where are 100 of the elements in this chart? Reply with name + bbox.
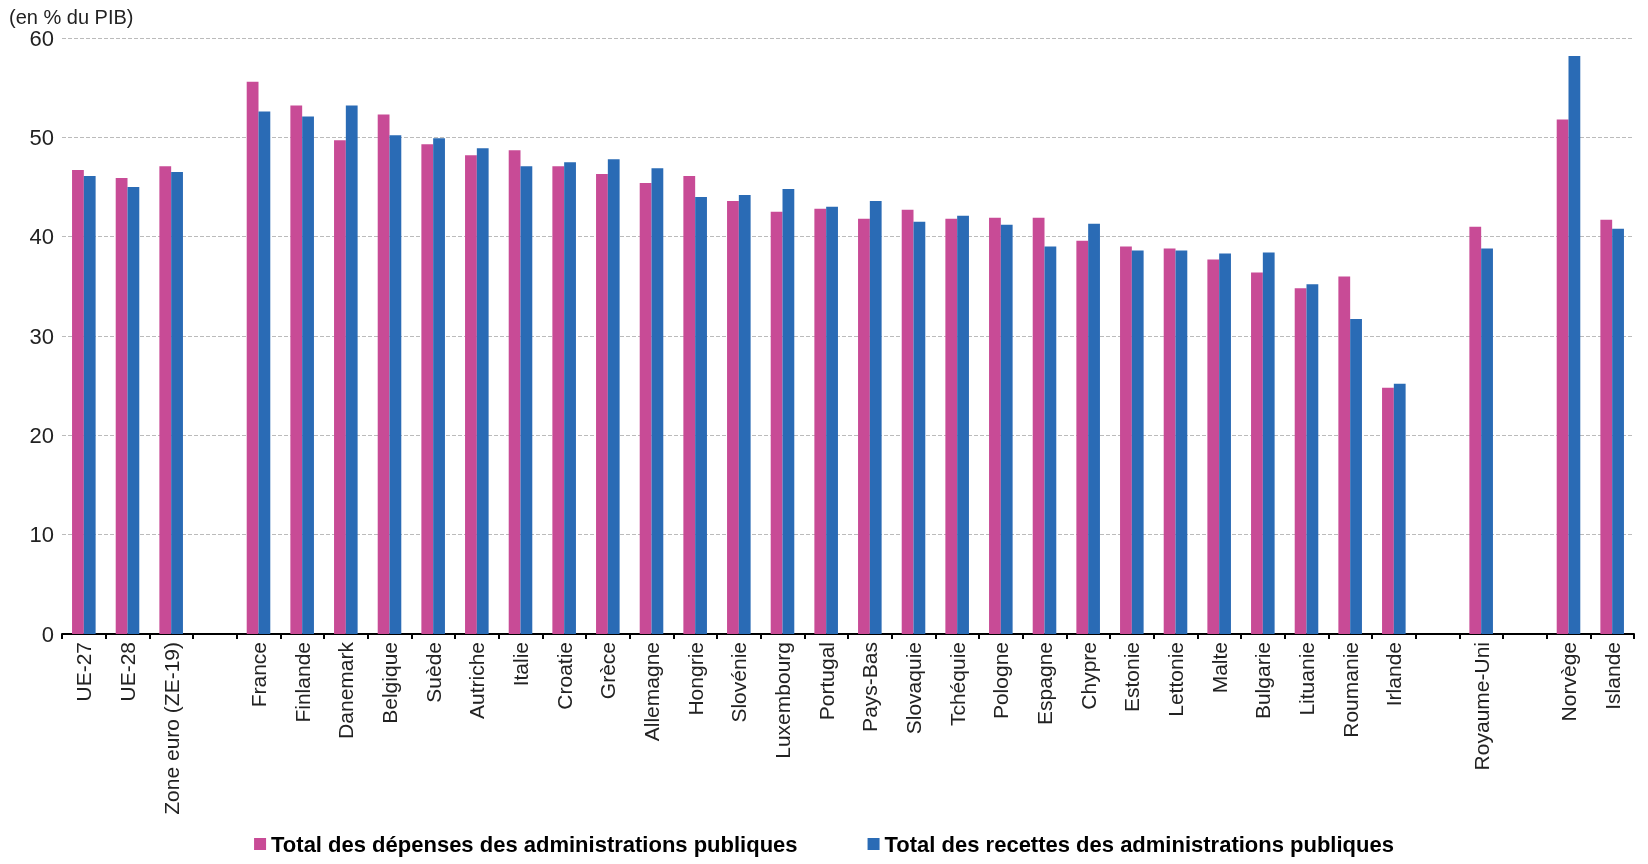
bar: [83, 176, 96, 634]
bar: [1350, 319, 1362, 634]
bar: [1251, 272, 1263, 634]
bar: [1469, 226, 1482, 634]
y-tick-label: 40: [29, 224, 54, 250]
bar: [246, 81, 259, 634]
x-tick-label: Portugal: [814, 642, 838, 721]
x-tick-label: Suède: [421, 642, 445, 703]
bar: [389, 135, 402, 634]
bar: [334, 140, 346, 634]
bar: [1382, 387, 1394, 634]
legend-label: Total des dépenses des administrations publiques: [271, 831, 798, 857]
x-tick-label: Slovénie: [727, 642, 751, 723]
bar: [465, 155, 477, 634]
x-tick-label: Lettonie: [1164, 642, 1187, 717]
bar: [989, 217, 1001, 634]
x-tick-label: Norvège: [1557, 642, 1580, 722]
y-axis-title: (en % du PIB): [9, 6, 134, 28]
bar: [171, 172, 183, 634]
x-tick-label: UE-28: [116, 642, 139, 702]
bar: [159, 166, 172, 634]
bar: [858, 218, 870, 634]
bar: [1481, 248, 1493, 634]
bar: [258, 111, 271, 634]
bar: [290, 105, 303, 634]
x-tick-label: Belgique: [378, 642, 401, 724]
bar: [433, 138, 445, 634]
x-tick-label: Croatie: [552, 642, 576, 710]
x-tick-label: Islande: [1600, 642, 1624, 710]
bar: [476, 148, 489, 634]
legend-label: Total des recettes des administrations publiques: [884, 831, 1394, 857]
bar: [1219, 253, 1231, 634]
x-tick-label: France: [247, 642, 270, 708]
x-tick-label: Luxembourg: [771, 642, 794, 759]
bar: [72, 170, 84, 634]
x-tick-label: Roumanie: [1338, 642, 1362, 738]
bar: [1262, 252, 1275, 634]
x-tick-label: Hongrie: [683, 642, 707, 716]
x-tick-label: Malte: [1207, 642, 1231, 694]
bar: [651, 168, 664, 634]
bar: [127, 187, 140, 634]
bar: [814, 208, 827, 634]
bar: [1556, 119, 1569, 634]
x-tick-label: Irlande: [1382, 642, 1406, 707]
x-tick-label: Tchéquie: [945, 642, 969, 727]
bar: [1306, 284, 1319, 634]
bar: [683, 176, 696, 634]
bar: [1044, 246, 1057, 634]
x-tick-label: Autriche: [465, 642, 489, 720]
x-tick-label: Estonie: [1120, 642, 1144, 713]
bar: [1000, 224, 1013, 634]
x-tick-label: Espagne: [1033, 642, 1056, 725]
bar: [695, 196, 707, 634]
x-tick-label: Pologne: [989, 642, 1013, 720]
bar: [115, 178, 128, 634]
bar: [607, 159, 620, 634]
bar: [596, 174, 608, 634]
x-tick-label: Lituanie: [1295, 642, 1318, 716]
y-tick-label: 60: [29, 25, 54, 51]
x-tick-label: Chypre: [1076, 642, 1100, 710]
bar: [1175, 250, 1188, 634]
x-tick-label: Slovaquie: [902, 642, 925, 735]
bar: [945, 218, 958, 634]
bar: [1568, 55, 1581, 634]
bar: [869, 200, 882, 634]
x-tick-label: Allemagne: [640, 642, 663, 742]
bar: [377, 114, 390, 634]
bar: [826, 206, 838, 634]
y-tick-label: 10: [29, 522, 54, 548]
bar: [1120, 246, 1132, 634]
bar: [302, 116, 314, 634]
bar: [1600, 219, 1613, 634]
y-tick-label: 0: [41, 621, 54, 647]
bar: [1131, 250, 1144, 634]
x-tick-label: UE-27: [72, 642, 96, 702]
y-tick-label: 50: [29, 124, 54, 150]
bar: [770, 211, 783, 634]
x-tick-label: Pays-Bas: [858, 642, 882, 732]
bar: [1393, 383, 1406, 634]
bar: [1612, 228, 1624, 634]
bar: [552, 166, 565, 634]
bar: [1294, 288, 1307, 634]
bar: [1088, 223, 1100, 634]
bar: [508, 150, 521, 634]
x-tick-label: Italie: [509, 642, 532, 687]
bar: [727, 200, 739, 634]
bar: [782, 188, 795, 634]
y-tick-label: 20: [29, 422, 54, 448]
bar: [520, 166, 533, 634]
bar: [639, 183, 652, 634]
x-tick-label: Bulgarie: [1251, 642, 1275, 720]
x-tick-label: Royaume-Uni: [1469, 642, 1493, 771]
bar: [421, 144, 434, 634]
x-tick-label: Finlande: [290, 642, 314, 723]
y-tick-label: 30: [29, 323, 54, 349]
bar: [1076, 240, 1089, 634]
bar: [564, 162, 576, 634]
x-tick-label: Zone euro (ZE-19): [159, 642, 183, 815]
x-tick-label: Danemark: [334, 641, 358, 739]
bar: [345, 105, 358, 634]
